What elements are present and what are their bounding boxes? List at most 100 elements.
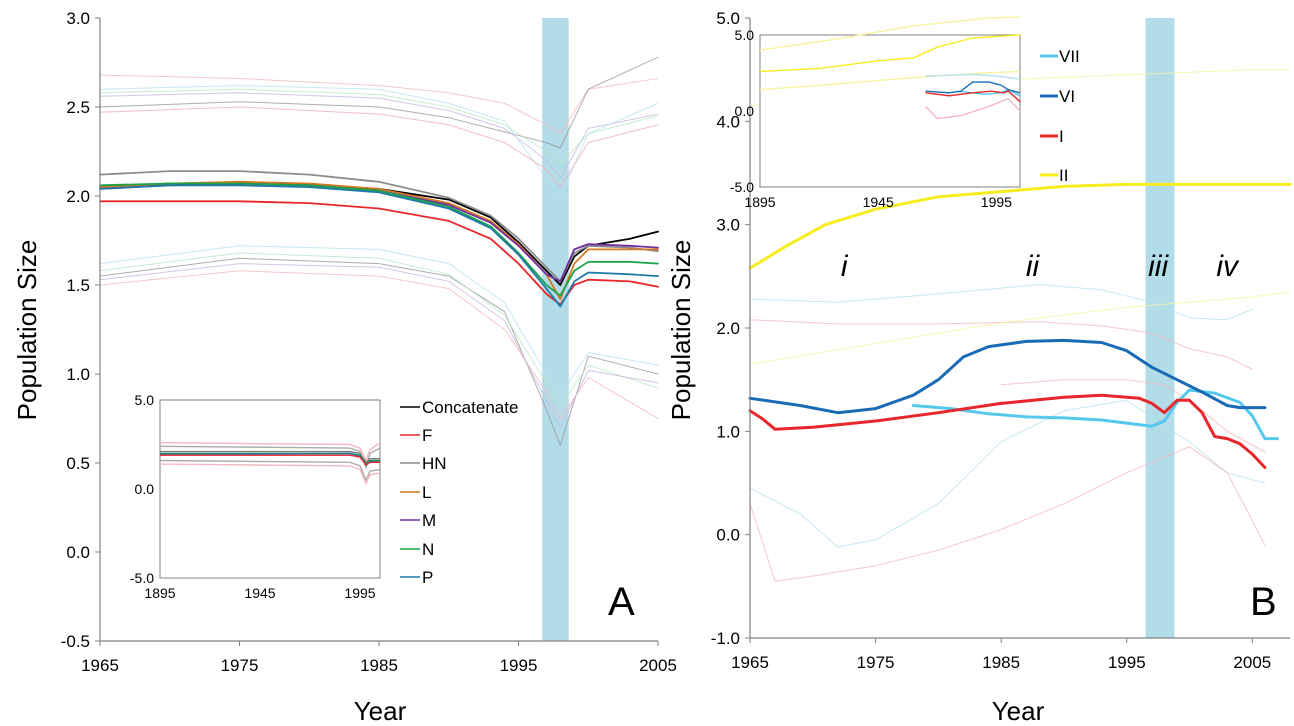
inset-x-tick-label: 1945	[244, 585, 275, 601]
panel-a-inset-x-ticks: 1895 1945 1995	[144, 585, 375, 601]
inset-x-tick-label: 1895	[744, 194, 775, 210]
panel-b-x-ticks: 1965 1975 1985 1995 2005	[731, 638, 1271, 672]
legend-label-f: F	[422, 426, 432, 445]
y-tick-label: 2.5	[66, 98, 90, 117]
inset-line-4	[159, 463, 381, 485]
y-tick-label: 2.0	[716, 319, 740, 338]
legend-label-hn: HN	[422, 454, 447, 473]
panel-a-background-line-2	[99, 56, 659, 149]
inset-line-1	[159, 442, 381, 462]
panel-b-shaded-band	[1145, 18, 1175, 638]
panel-a-background-line-6	[99, 88, 659, 165]
inset-y-tick-label: 0.0	[735, 103, 755, 119]
series-vii-line	[911, 388, 1279, 441]
y-tick-label: 4.0	[716, 112, 740, 131]
legend-label-n: N	[422, 540, 434, 559]
legend-item-hn: HN	[400, 454, 447, 473]
legend-item-p: P	[400, 568, 433, 587]
panel-a-shaded-band	[542, 18, 569, 641]
panel-a-background-line-5	[99, 106, 659, 188]
y-tick-label: 1.5	[66, 276, 90, 295]
inset-line-8	[160, 454, 380, 466]
panel-b-background-line-3	[749, 291, 1291, 365]
panel-a-background-line-9	[99, 252, 659, 407]
y-tick-label: 2.0	[66, 187, 90, 206]
panel-a: -0.5 0.0 0.5 1.0 1.5 2.0 2.5 3.0 1965 1975 1985 19…	[12, 9, 677, 726]
panel-a-x-ticks: 1965 1975 1985 1995 2005	[81, 641, 677, 675]
y-tick-label: 0.0	[66, 543, 90, 562]
inset-line-2	[759, 34, 1021, 73]
series-n-line	[99, 182, 659, 297]
legend-item-f: F	[400, 426, 432, 445]
x-tick-label: 1995	[500, 656, 538, 675]
panel-b-inset-x-ticks: 1895 1945 1995	[744, 194, 1012, 210]
y-tick-label: -0.5	[61, 632, 90, 651]
period-label-iv: iv	[1216, 250, 1240, 283]
panel-a-letter: A	[608, 580, 635, 624]
x-tick-label: 1975	[221, 656, 259, 675]
panel-a-inset-lines	[159, 442, 381, 485]
inset-line-8	[924, 98, 1021, 120]
series-ii-line	[748, 182, 1292, 270]
panel-a-background-line-4	[99, 85, 659, 197]
panel-b-background-line-7	[1000, 379, 1266, 453]
panel-b-legend: VII VI I II	[1040, 47, 1080, 185]
panel-a-main-series	[99, 170, 659, 308]
panel-a-y-ticks: -0.5 0.0 0.5 1.0 1.5 2.0 2.5 3.0	[61, 9, 100, 651]
legend-label-vi: VI	[1059, 87, 1075, 106]
panel-b-inset-y-ticks: 5.0 0.0 -5.0	[730, 27, 754, 195]
panel-b-background-line-5	[749, 399, 1266, 548]
inset-y-tick-label: 5.0	[135, 392, 155, 408]
inset-line-3	[759, 70, 1021, 91]
panel-a-background-line-11	[99, 263, 659, 428]
y-tick-label: 3.0	[716, 216, 740, 235]
y-tick-label: 3.0	[66, 9, 90, 28]
panel-b-inset-lines	[759, 16, 1021, 120]
y-tick-label: 1.0	[66, 365, 90, 384]
panel-a-background-line-3	[99, 92, 659, 179]
legend-label-vii: VII	[1059, 47, 1080, 66]
x-tick-label: 1995	[1108, 653, 1146, 672]
series-hn-line	[99, 170, 659, 283]
inset-y-tick-label: -5.0	[130, 570, 154, 586]
panel-a-inset-y-ticks: 5.0 0.0 -5.0	[130, 392, 154, 586]
y-tick-label: 5.0	[716, 9, 740, 28]
panel-b-inset: 5.0 0.0 -5.0 1895 1945 1995	[730, 16, 1021, 210]
panel-b: -1.0 0.0 1.0 2.0 3.0 4.0 5.0 1965 1975 1985 1995 2…	[666, 9, 1292, 726]
inset-y-tick-label: 5.0	[735, 27, 755, 43]
panel-a-background-line-7	[99, 257, 659, 446]
inset-x-tick-label: 1945	[863, 194, 894, 210]
inset-x-tick-label: 1895	[144, 585, 175, 601]
panel-b-background-line-6	[749, 446, 1266, 582]
period-label-i: i	[841, 250, 849, 283]
x-tick-label: 1985	[360, 656, 398, 675]
series-vi-line	[748, 338, 1267, 415]
legend-label-i: I	[1059, 127, 1064, 146]
x-tick-label: 1985	[982, 653, 1020, 672]
panel-b-y-axis-title: Population Size	[666, 240, 696, 421]
inset-y-tick-label: -5.0	[730, 179, 754, 195]
panel-b-background-line-1	[749, 284, 1253, 321]
panel-a-legend: Concatenate F HN L M N	[400, 398, 518, 587]
legend-label-m: M	[422, 511, 436, 530]
panel-b-period-labels: i ii iii iv	[841, 250, 1240, 283]
inset-line-3	[159, 459, 381, 481]
x-tick-label: 1965	[81, 656, 119, 675]
y-tick-label: -1.0	[711, 629, 740, 648]
legend-item-vi: VI	[1040, 87, 1075, 106]
panel-b-inset-frame	[759, 34, 1021, 188]
series-p-line	[99, 184, 659, 308]
panel-b-y-ticks: -1.0 0.0 1.0 2.0 3.0 4.0 5.0	[711, 9, 750, 648]
panel-a-x-axis-title: Year	[354, 696, 407, 726]
panel-a-background-line-8	[99, 270, 659, 419]
inset-x-tick-label: 1995	[344, 585, 375, 601]
inset-line-7	[925, 90, 1021, 103]
legend-item-l: L	[400, 483, 431, 502]
panel-a-background-line-1	[99, 74, 659, 135]
inset-line-5	[160, 450, 380, 463]
panel-a-inset: 5.0 0.0 -5.0 1895 1945 1995	[130, 392, 381, 601]
y-tick-label: 0.5	[66, 454, 90, 473]
x-tick-label: 2005	[1233, 653, 1271, 672]
legend-label-ii: II	[1059, 166, 1068, 185]
panel-a-inset-frame	[159, 399, 381, 579]
